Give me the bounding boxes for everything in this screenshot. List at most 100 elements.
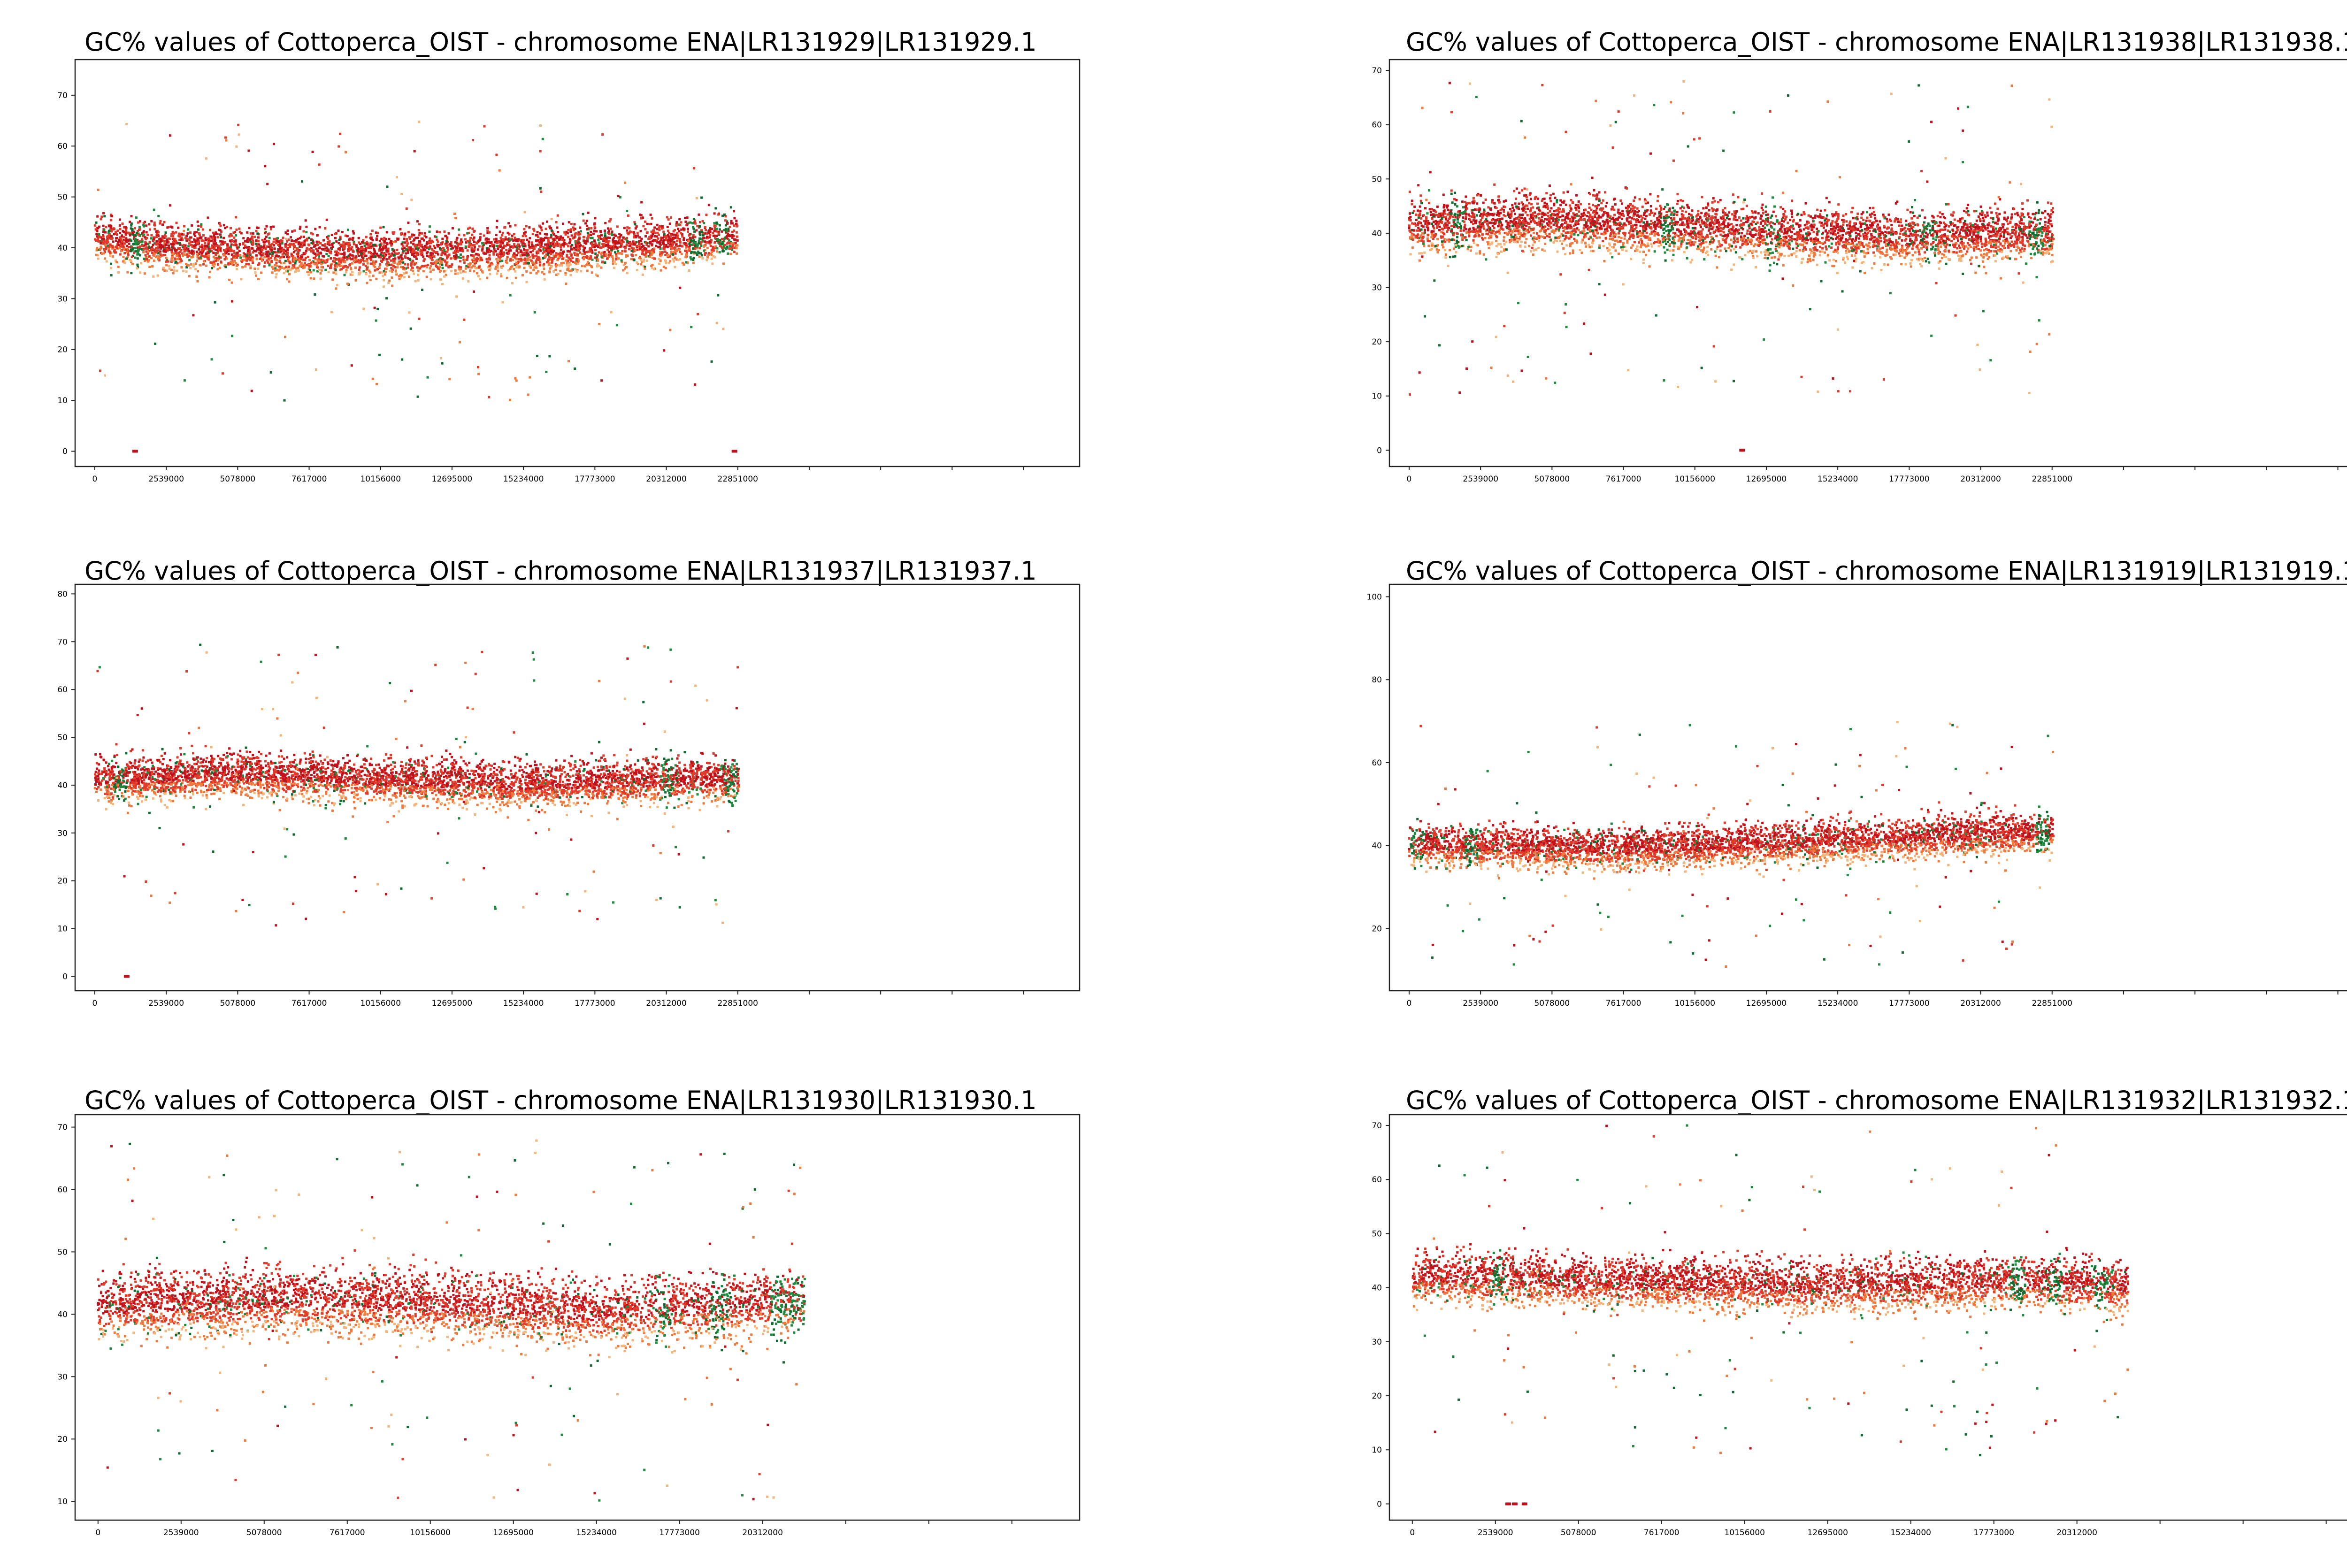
data-point	[289, 243, 291, 245]
data-point	[711, 228, 713, 230]
data-point	[489, 245, 491, 247]
data-point	[533, 254, 536, 257]
data-point	[576, 253, 579, 256]
outlier-point	[169, 204, 172, 207]
data-point	[644, 255, 647, 258]
data-point	[365, 236, 368, 238]
data-point	[498, 258, 501, 261]
data-point	[617, 250, 620, 252]
data-point	[639, 229, 642, 232]
data-point	[120, 238, 123, 241]
data-point	[281, 253, 284, 256]
data-point	[324, 247, 327, 250]
data-point	[360, 247, 363, 250]
outlier-point	[454, 217, 457, 220]
data-point	[352, 237, 354, 239]
data-point	[161, 245, 164, 248]
data-point	[200, 249, 203, 252]
data-point	[515, 261, 518, 264]
data-point	[119, 236, 122, 239]
data-point	[1967, 204, 1970, 207]
data-point	[100, 218, 102, 221]
data-point	[436, 244, 439, 246]
data-point	[172, 240, 175, 243]
data-point	[608, 240, 611, 243]
data-point	[177, 252, 180, 254]
data-point	[1790, 213, 1793, 215]
data-point	[426, 241, 429, 244]
data-point	[200, 223, 203, 226]
data-point	[714, 224, 717, 227]
data-point	[532, 228, 535, 230]
data-point	[184, 249, 187, 252]
data-point	[457, 245, 460, 248]
data-point	[144, 247, 147, 250]
data-point	[674, 249, 677, 252]
data-point	[246, 258, 249, 260]
data-point	[507, 252, 510, 255]
data-point	[488, 251, 491, 253]
data-point	[405, 252, 407, 255]
data-point	[131, 231, 134, 234]
data-point	[415, 257, 418, 260]
data-point	[622, 269, 625, 272]
data-point	[307, 243, 310, 246]
data-point	[144, 241, 147, 244]
data-point	[625, 266, 628, 268]
chart-title-lr131929: GC% values of Cottoperca_OIST - chromoso…	[84, 27, 1037, 57]
data-point	[334, 254, 337, 257]
data-point	[528, 246, 531, 249]
data-point	[293, 264, 296, 267]
outlier-point	[671, 253, 674, 256]
data-point	[339, 260, 342, 262]
data-point	[502, 251, 505, 254]
data-point	[604, 239, 607, 242]
data-point	[1929, 232, 1932, 235]
data-point	[667, 235, 670, 238]
data-point	[170, 258, 173, 261]
data-point	[249, 265, 252, 268]
data-point	[700, 229, 703, 232]
data-point	[278, 265, 281, 268]
data-point	[1851, 248, 1854, 251]
data-point	[168, 265, 170, 268]
data-point	[567, 232, 569, 235]
data-point	[206, 254, 208, 257]
data-point	[211, 236, 214, 238]
data-point	[116, 229, 119, 232]
data-point	[561, 238, 564, 241]
data-point	[451, 245, 454, 247]
data-point	[361, 241, 364, 244]
data-point	[528, 240, 530, 243]
data-point	[413, 252, 415, 255]
data-point	[680, 228, 683, 231]
outlier-point	[110, 274, 113, 277]
data-point	[339, 243, 342, 246]
data-point	[515, 240, 518, 243]
data-point	[369, 245, 372, 248]
data-point	[630, 253, 633, 256]
data-point	[704, 249, 706, 252]
data-point	[535, 255, 537, 258]
outlier-point	[371, 377, 374, 380]
data-point	[500, 275, 503, 278]
data-point	[413, 254, 415, 257]
data-point	[297, 269, 300, 272]
data-point	[317, 253, 320, 256]
data-point	[398, 260, 400, 263]
data-point	[1669, 249, 1672, 252]
data-point	[698, 240, 700, 243]
data-point	[621, 250, 624, 252]
data-point	[688, 242, 691, 245]
data-point	[390, 242, 392, 245]
data-point	[710, 240, 713, 243]
data-point	[256, 248, 259, 251]
data-point	[119, 231, 122, 234]
data-point	[102, 252, 105, 255]
data-point	[491, 243, 494, 246]
data-point	[180, 260, 183, 262]
data-point	[150, 234, 153, 237]
outlier-point	[509, 294, 512, 297]
data-point	[556, 259, 559, 261]
data-point	[481, 245, 484, 248]
